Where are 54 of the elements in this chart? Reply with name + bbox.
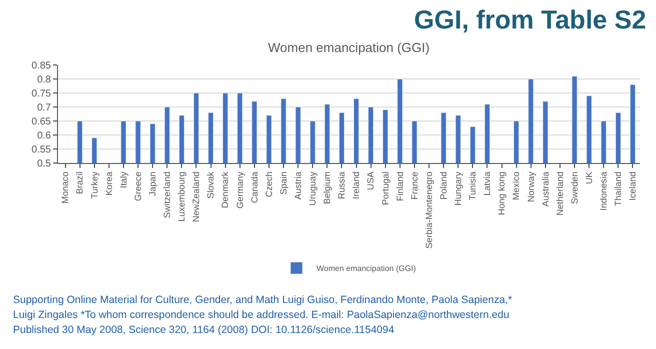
x-tick-label: Monaco — [60, 172, 70, 204]
y-tick-label: 0.8 — [37, 74, 52, 86]
x-tick-label: Germany — [234, 171, 245, 209]
x-tick-label: Russia — [336, 172, 347, 200]
x-tick-label: Norway — [526, 171, 536, 202]
y-tick-label: 0.7 — [37, 102, 52, 114]
x-tick-label: Turkey — [89, 171, 100, 199]
x-tick-label: USA — [366, 172, 376, 190]
y-tick-label: 0.65 — [32, 116, 52, 128]
x-tick-label: Uruguay — [308, 171, 318, 206]
x-tick-label: Serbia-Montenegro — [424, 172, 434, 249]
y-tick-label: 0.5 — [37, 158, 52, 170]
x-tick-label: Belgium — [322, 172, 332, 204]
x-tick-label: NewZealand — [191, 172, 202, 222]
x-tick-label: Thailand — [613, 172, 624, 206]
x-tick-label: Tunisia — [468, 172, 478, 200]
x-tick-label: France — [409, 172, 420, 200]
x-tick-label: Slovak — [206, 171, 216, 199]
y-tick-label: 0.75 — [32, 88, 52, 100]
x-tick-label: Ireland — [351, 172, 362, 200]
y-tick-label: 0.55 — [32, 144, 52, 156]
x-tick-label: Brazil — [74, 172, 85, 194]
x-tick-label: Italy — [118, 171, 128, 188]
x-tick-label: Netherland — [554, 172, 565, 216]
chart-subtitle: Women emancipation (GGI) — [268, 40, 430, 55]
x-tick-label: Greece — [132, 172, 143, 202]
x-tick-label: Indonesia — [598, 172, 609, 211]
x-tick-label: Hong kong — [496, 172, 507, 216]
x-tick-label: Finland — [394, 172, 405, 202]
x-tick-label: Mexico — [511, 172, 522, 200]
x-tick-label: Austria — [293, 172, 304, 200]
x-tick-label: Australia — [540, 172, 550, 207]
x-tick-label: UK — [584, 172, 594, 184]
x-tick-label: Hungary — [453, 171, 464, 206]
x-tick-label: Poland — [438, 172, 449, 200]
x-tick-label: Sweden — [569, 172, 580, 204]
y-tick-label: 0.85 — [32, 60, 52, 72]
chart-title: GGI, from Table S2 — [414, 4, 646, 35]
x-tick-label: Switzerland — [162, 172, 172, 218]
x-tick-label: Czech — [264, 172, 274, 198]
text: Published 30 May 2008, Science 320, 1164 (2008) DOI: 10.1126/science.1154094 — [13, 324, 394, 336]
x-tick-label: Korea — [104, 172, 114, 196]
x-tick-label: Latvia — [482, 172, 492, 196]
x-tick-label: Denmark — [220, 171, 230, 208]
x-tick-label: Iceland — [628, 172, 638, 201]
text: Luigi Zingales *To whom correspondence should be addressed. E-mail: PaolaSapienza@northwestern.edu — [13, 309, 510, 321]
legend-label: Women emancipation (GGI) — [316, 264, 416, 274]
x-tick-label: Luxembourg — [176, 172, 187, 222]
x-tick-label: Japan — [148, 172, 158, 196]
x-tick-label: Canada — [249, 172, 260, 204]
x-tick-label: Spain — [278, 172, 288, 195]
y-tick-label: 0.6 — [37, 130, 52, 142]
text: Supporting Online Material for Culture, Gender, and Math Luigi Guiso, Ferdinando Monte, Paola Sapienza,* — [13, 294, 512, 306]
x-tick-label: Portugal — [380, 172, 390, 206]
